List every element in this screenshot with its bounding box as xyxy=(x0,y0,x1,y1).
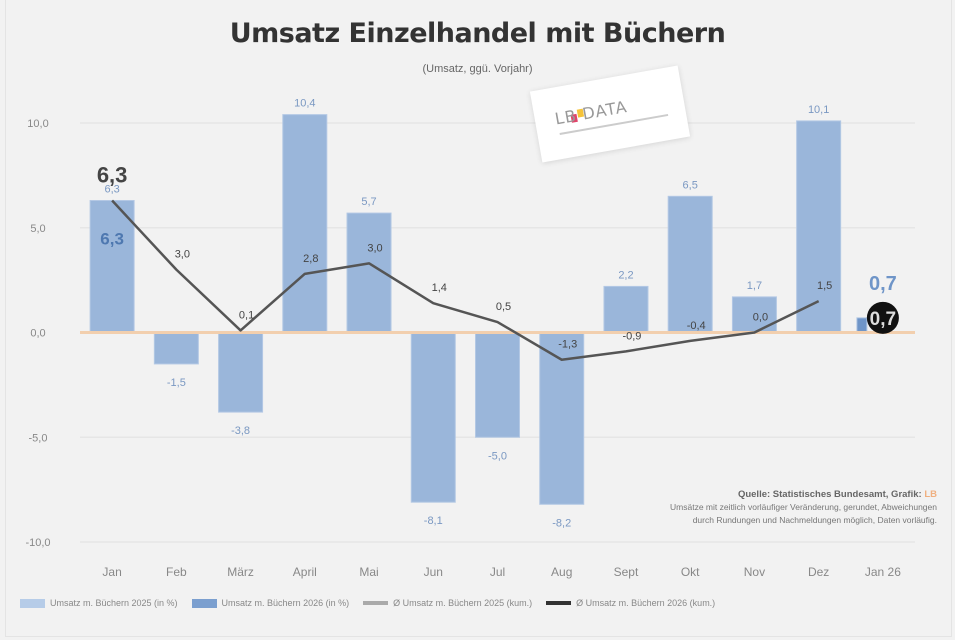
line-value-label: 1,5 xyxy=(817,280,832,292)
y-tick-label: -5,0 xyxy=(29,432,48,444)
y-tick-label: 10,0 xyxy=(27,118,48,130)
bar xyxy=(282,114,328,334)
bar-value-label: -8,2 xyxy=(552,517,571,529)
legend-swatch xyxy=(363,601,389,605)
line-value-label: 0,7 xyxy=(870,309,896,330)
bar-value-label: 5,7 xyxy=(361,196,376,208)
bar xyxy=(153,332,199,365)
bar-value-label: 2,2 xyxy=(618,269,633,281)
x-tick-label: März xyxy=(227,565,254,579)
chart-title: Umsatz Einzelhandel mit Büchern xyxy=(229,18,726,49)
legend-label: Umsatz m. Büchern 2025 (in %) xyxy=(50,598,178,608)
bar-value-label: -3,8 xyxy=(231,425,250,437)
lines xyxy=(111,199,899,361)
bar-value-label: 0,7 xyxy=(869,273,897,295)
y-tick-label: 5,0 xyxy=(30,223,45,235)
bar xyxy=(667,195,713,333)
x-tick-label: Jul xyxy=(490,565,505,579)
line-value-label: 0,0 xyxy=(753,312,768,324)
line-value-label: -1,3 xyxy=(558,339,577,351)
legend-label: Ø Umsatz m. Büchern 2026 (kum.) xyxy=(576,598,716,608)
bar xyxy=(539,332,585,505)
bar-value-label: 1,7 xyxy=(747,280,762,292)
x-tick-label: Jan 26 xyxy=(865,565,901,579)
bar xyxy=(856,317,868,333)
data-labels: 6,3 -1,5 -3,8 10,4 5,7 -8,1 -5,0 -8,2 2,2 6,5 1,7 1… xyxy=(97,98,897,530)
y-tick-label: 0,0 xyxy=(30,328,45,340)
line-value-label: 0,5 xyxy=(496,301,511,313)
line-point-marker xyxy=(866,301,899,334)
source-brand: LB xyxy=(924,489,937,500)
x-tick-label: Dez xyxy=(808,565,829,579)
legend-swatch xyxy=(191,598,217,608)
bar xyxy=(218,332,264,413)
legend-swatch xyxy=(546,601,572,605)
source-note: Quelle: Statistisches Bundesamt, Grafik:… xyxy=(670,488,937,527)
bar-value-label: 10,1 xyxy=(808,104,829,116)
bar-value-label: -8,1 xyxy=(424,515,443,527)
x-tick-label: Okt xyxy=(681,565,700,579)
line-value-label: 6,3 xyxy=(97,163,128,188)
chart-subtitle: (Umsatz, ggü. Vorjahr) xyxy=(422,63,533,75)
legend-item: Ø Umsatz m. Büchern 2026 (kum.) xyxy=(546,598,715,608)
line-value-label: 1,4 xyxy=(432,282,447,294)
bar xyxy=(410,332,456,503)
x-tick-label: Mai xyxy=(359,565,378,579)
bar xyxy=(796,120,842,333)
y-tick-label: -10,0 xyxy=(25,537,50,549)
x-axis: Jan Feb März April Mai Jun Jul Aug Sept Okt Nov Dez… xyxy=(102,565,901,579)
bar xyxy=(731,296,777,334)
bar-value-label: 6,5 xyxy=(683,179,698,191)
bar-value-label: 6,3 xyxy=(104,184,119,196)
x-tick-label: Nov xyxy=(744,565,765,579)
x-tick-label: Feb xyxy=(166,565,187,579)
chart-frame xyxy=(5,0,952,637)
line-value-label: 3,0 xyxy=(367,242,382,254)
bar-value-label: -5,0 xyxy=(488,450,507,462)
legend: Umsatz m. Büchern 2025 (in %) Umsatz m. … xyxy=(20,598,715,608)
legend-label: Umsatz m. Büchern 2026 (in %) xyxy=(221,598,350,608)
bar xyxy=(89,200,135,333)
bar-value-label: -1,5 xyxy=(167,377,186,389)
x-tick-label: April xyxy=(293,565,317,579)
legend-item: Umsatz m. Büchern 2025 (in %) xyxy=(20,598,178,608)
y-axis: 10,0 5,0 0,0 -5,0 -10,0 xyxy=(25,118,50,549)
legend-swatch xyxy=(20,598,45,608)
legend-item: Ø Umsatz m. Büchern 2025 (kum.) xyxy=(363,598,532,608)
bar xyxy=(475,332,520,438)
source-title: Quelle: Statistisches Bundesamt, Grafik: xyxy=(737,489,922,500)
bars xyxy=(89,114,868,505)
line-value-label: 2,8 xyxy=(303,253,318,265)
line-value-label: 3,0 xyxy=(175,249,190,261)
x-tick-label: Jan xyxy=(102,565,121,579)
legend-label: Ø Umsatz m. Büchern 2025 (kum.) xyxy=(393,598,533,608)
source-fine-2: durch Rundungen und Nachmeldungen möglic… xyxy=(692,515,937,525)
line-series xyxy=(111,199,820,361)
x-tick-label: Sept xyxy=(614,565,639,579)
source-fine-1: Umsätze mit zeitlich vorläufiger Verände… xyxy=(670,502,937,512)
line-value-label: -0,4 xyxy=(687,320,706,332)
bar xyxy=(603,285,649,334)
bar-inner-label: 6,3 xyxy=(100,230,124,249)
legend-item: Umsatz m. Büchern 2026 (in %) xyxy=(191,598,350,608)
line-value-label: -0,9 xyxy=(622,330,641,342)
bar-value-label: 10,4 xyxy=(294,98,315,110)
line-value-label: 0,1 xyxy=(239,309,254,321)
x-tick-label: Aug xyxy=(551,565,572,579)
x-tick-label: Jun xyxy=(424,565,443,579)
